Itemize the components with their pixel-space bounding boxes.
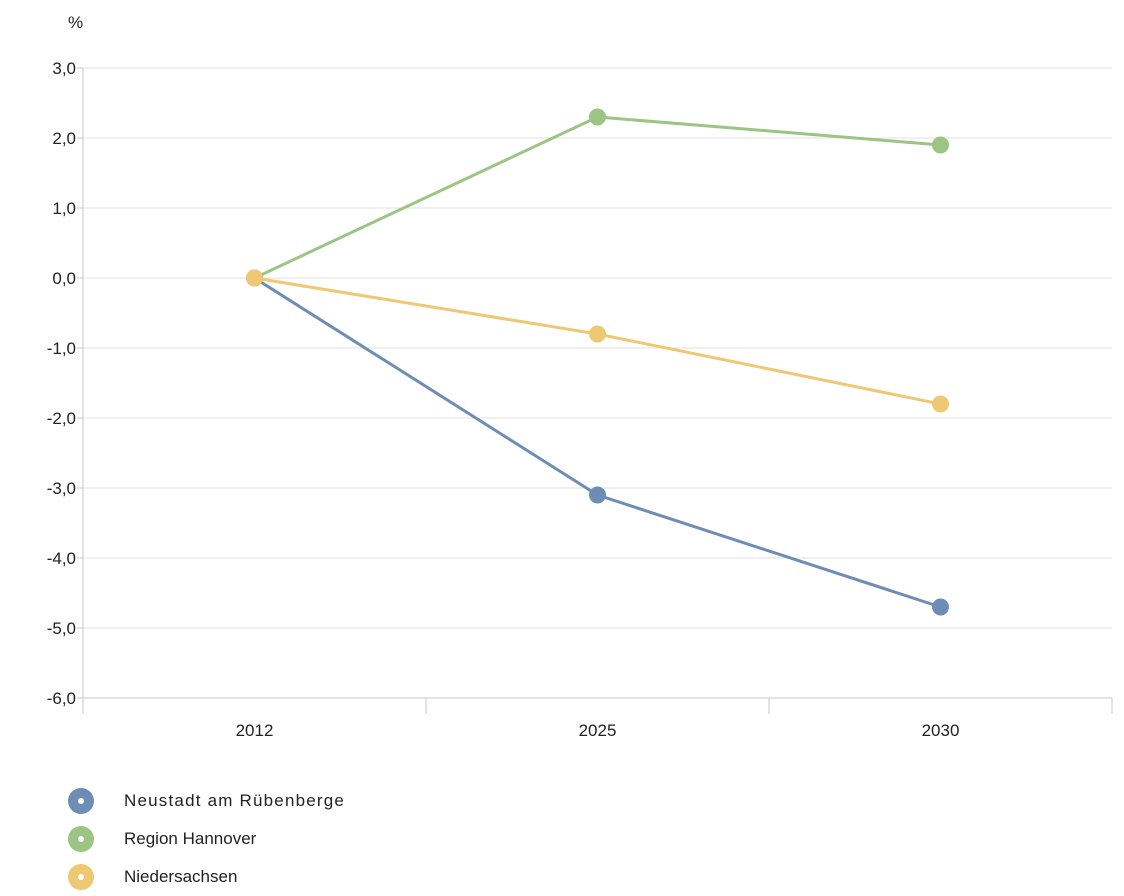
legend-marker-region-hannover — [68, 826, 94, 852]
legend-marker-niedersachsen — [68, 864, 94, 890]
legend-item-neustadt[interactable]: Neustadt am Rübenberge — [68, 782, 345, 820]
x-axis-ticks: 2012 2025 2030 — [82, 698, 1113, 740]
x-tick-label: 2025 — [579, 721, 617, 740]
y-tick-label: 2,0 — [52, 129, 76, 148]
legend-label-neustadt: Neustadt am Rübenberge — [124, 791, 346, 810]
y-tick-label: 1,0 — [52, 199, 76, 218]
legend-item-region-hannover[interactable]: Region Hannover — [68, 820, 345, 858]
data-point[interactable] — [589, 108, 606, 126]
y-unit-label: % — [68, 13, 83, 32]
data-point[interactable] — [932, 395, 949, 413]
x-tick-label: 2012 — [236, 721, 274, 740]
data-point[interactable] — [589, 486, 606, 504]
grid-lines — [83, 67, 1112, 629]
y-tick-label: -4,0 — [47, 549, 76, 568]
line-chart: 3,0 2,0 1,0 0,0 -1,0 -2,0 -3,0 -4,0 -5,0 -6,0 201… — [47, 13, 1113, 740]
legend-label-niedersachsen: Niedersachsen — [124, 867, 238, 886]
series-points — [246, 108, 949, 616]
legend-label-region-hannover: Region Hannover — [124, 829, 257, 848]
data-point[interactable] — [246, 269, 263, 287]
y-tick-label: -2,0 — [47, 409, 76, 428]
series-line — [253, 115, 941, 280]
data-point[interactable] — [589, 325, 606, 343]
series-lines — [253, 115, 941, 609]
data-point[interactable] — [932, 136, 949, 154]
data-point[interactable] — [932, 598, 949, 616]
y-tick-label: -3,0 — [47, 479, 76, 498]
y-tick-label: -6,0 — [47, 689, 76, 708]
y-tick-label: -5,0 — [47, 619, 76, 638]
legend-item-niedersachsen[interactable]: Niedersachsen — [68, 858, 345, 896]
legend: Neustadt am Rübenberge Region Hannover N… — [68, 782, 345, 896]
y-axis-ticks: 3,0 2,0 1,0 0,0 -1,0 -2,0 -3,0 -4,0 -5,0 -6,0 — [47, 59, 83, 708]
y-tick-label: 0,0 — [52, 269, 76, 288]
legend-marker-neustadt — [68, 788, 94, 814]
y-tick-label: -1,0 — [47, 339, 76, 358]
x-tick-label: 2030 — [922, 721, 960, 740]
axes — [82, 68, 1112, 699]
y-tick-label: 3,0 — [52, 59, 76, 78]
